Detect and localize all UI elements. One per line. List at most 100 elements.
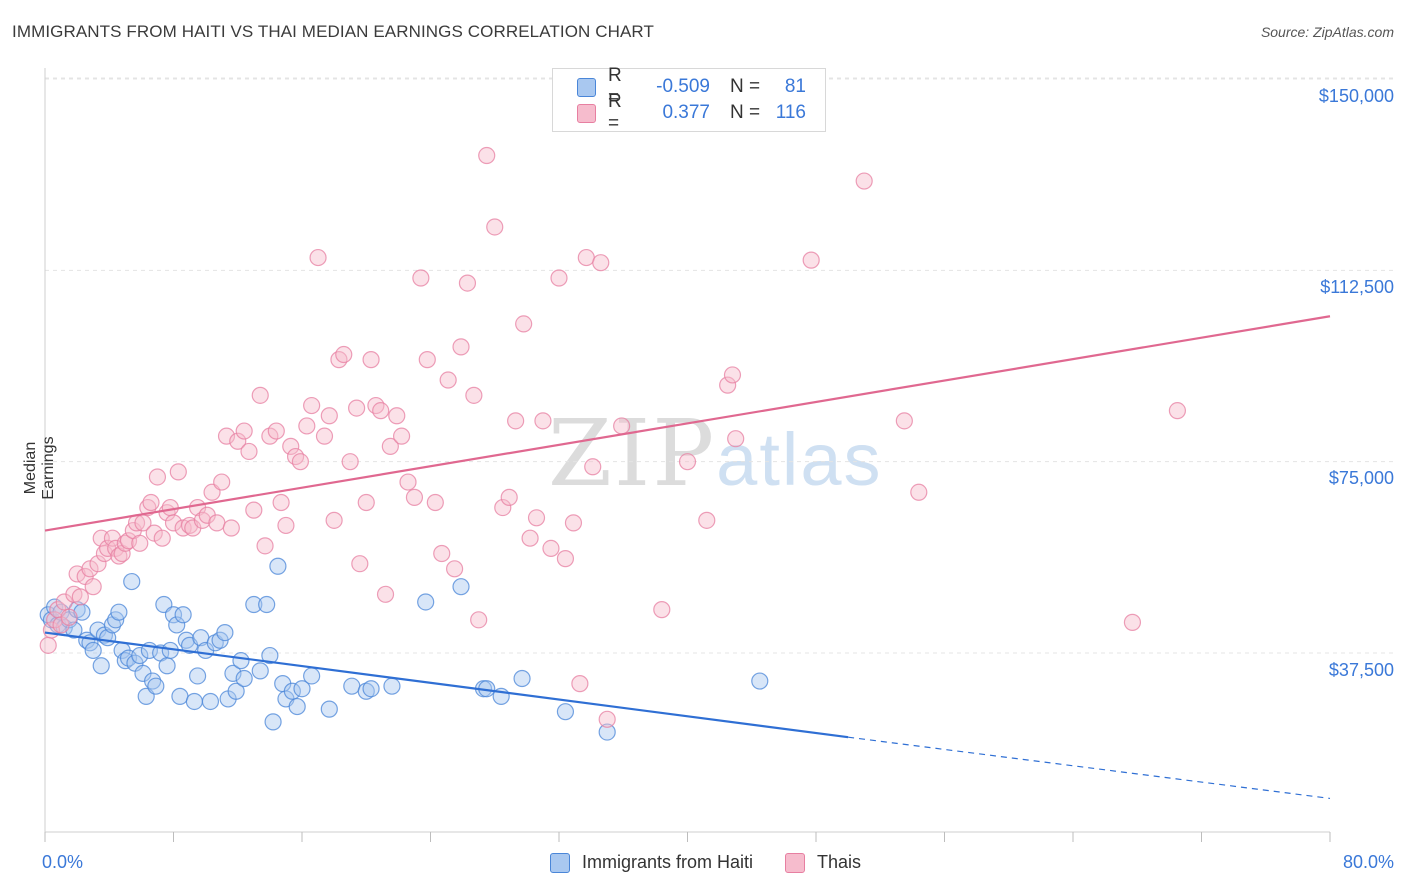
haiti-point — [751, 672, 769, 690]
thai-point — [139, 498, 157, 517]
thai-point — [351, 555, 369, 573]
n-label: N = — [730, 102, 761, 123]
thai-point — [357, 493, 375, 512]
thai-point — [571, 675, 589, 693]
thai-point — [95, 544, 114, 563]
haiti-point — [201, 692, 220, 711]
haiti-trend-line — [44, 631, 849, 739]
thai-point — [433, 544, 451, 563]
legend-item-thai[interactable]: Thais — [785, 852, 861, 873]
thai-point — [303, 396, 321, 415]
y-tick-label: $75,000 — [1328, 468, 1394, 488]
thai-point — [515, 315, 533, 333]
thai-swatch — [785, 852, 806, 873]
legend-row-thai: R = 0.377 N = 116 — [577, 91, 806, 134]
thai-point — [169, 463, 187, 481]
thai-point — [153, 529, 171, 547]
thai-point — [116, 534, 134, 552]
r-value: 0.377 — [662, 102, 710, 123]
thai-point — [148, 468, 167, 486]
thai-point — [439, 371, 457, 389]
thai-point — [445, 560, 464, 578]
thai-point — [895, 412, 913, 430]
thai-point — [507, 412, 525, 430]
thai-point — [376, 585, 395, 603]
haiti-point — [110, 603, 128, 621]
legend-row-haiti: R = -0.509 N = 81 — [577, 65, 806, 108]
thai-point — [119, 532, 138, 550]
thai-point — [222, 519, 240, 537]
thai-point — [1168, 402, 1187, 420]
r-label: R = — [608, 65, 622, 108]
thai-point — [362, 351, 380, 369]
haiti-point — [65, 621, 83, 639]
thai-point — [598, 710, 616, 728]
thai-point — [71, 588, 89, 606]
haiti-point — [188, 667, 207, 685]
haiti-point — [144, 672, 162, 690]
series-legend: Immigrants from Haiti Thais — [550, 852, 893, 873]
thai-point — [277, 516, 295, 535]
thai-point — [486, 218, 504, 236]
thai-point — [131, 534, 149, 552]
thai-point — [727, 430, 745, 448]
thai-point — [465, 386, 483, 404]
haiti-point — [383, 677, 401, 695]
thai-point — [286, 447, 305, 466]
thai-point — [412, 269, 430, 287]
haiti-point — [343, 677, 361, 695]
haiti-point — [92, 657, 110, 675]
haiti-point — [177, 631, 195, 649]
thai-point — [388, 407, 406, 425]
thai-point — [500, 488, 518, 506]
thai-point — [534, 412, 552, 430]
haiti-point — [288, 697, 306, 716]
thai-point — [678, 453, 697, 471]
thai-point — [372, 402, 390, 420]
haiti-point — [417, 593, 435, 611]
thai-point — [719, 376, 737, 394]
thai-trend-line — [44, 315, 1331, 532]
haiti-point — [357, 682, 375, 700]
y-tick-label: $37,500 — [1328, 660, 1394, 680]
watermark: ZIPatlas — [548, 400, 882, 507]
haiti-point — [293, 680, 311, 698]
thai-point — [577, 248, 595, 267]
haiti-point — [168, 616, 186, 634]
thai-point — [564, 514, 583, 532]
thai-point — [320, 407, 338, 425]
haiti-point — [131, 646, 149, 665]
thai-point — [341, 453, 359, 471]
thai-point — [256, 537, 274, 555]
chart-title: IMMIGRANTS FROM HAITI VS THAI MEDIAN EAR… — [12, 22, 654, 41]
thai-point — [161, 498, 179, 517]
haiti-point — [216, 623, 234, 642]
haiti-swatch — [550, 852, 570, 873]
n-value: 81 — [784, 76, 806, 97]
haiti-point — [227, 682, 245, 700]
n-label: N = — [730, 76, 761, 97]
thai-point — [282, 437, 300, 455]
haiti-point — [147, 677, 165, 695]
thai-point — [245, 501, 263, 519]
x-axis-min-label: 0.0% — [42, 852, 84, 872]
haiti-point — [320, 700, 338, 718]
haiti-trend-extrapolation — [848, 736, 1331, 800]
haiti-point — [245, 595, 263, 614]
thai-point — [267, 422, 285, 440]
thai-point — [550, 269, 568, 287]
thai-point — [335, 345, 353, 364]
haiti-point — [251, 662, 269, 680]
thai-point — [291, 453, 309, 471]
haiti-point — [556, 703, 575, 721]
thai-point — [39, 636, 57, 654]
source-credit: Source: ZipAtlas.com — [1260, 24, 1394, 40]
x-axis-max-label: 80.0% — [1342, 852, 1394, 872]
legend-item-haiti[interactable]: Immigrants from Haiti — [550, 852, 753, 873]
thai-point — [330, 351, 348, 369]
thai-point — [180, 516, 199, 535]
haiti-point — [303, 667, 321, 685]
haiti-point — [158, 657, 176, 675]
haiti-point — [264, 713, 282, 731]
thai-point — [542, 539, 560, 558]
